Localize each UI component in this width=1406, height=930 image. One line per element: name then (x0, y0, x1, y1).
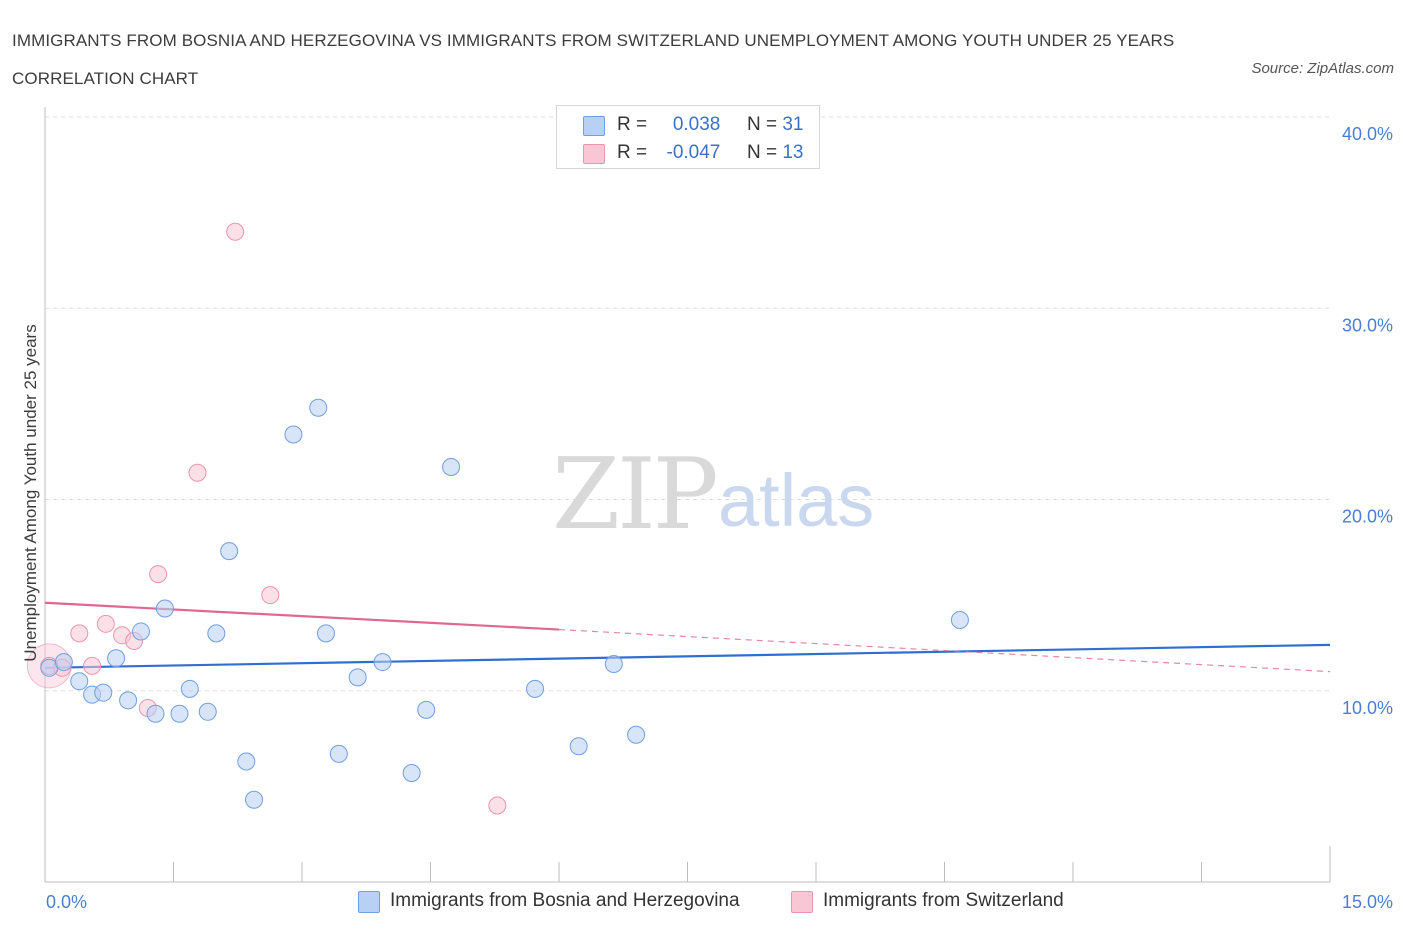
point-bosnia-8 (146, 704, 165, 723)
point-bosnia-4 (94, 683, 113, 702)
point-bosnia-26 (526, 679, 545, 698)
bottom-legend-label-bosnia: Immigrants from Bosnia and Herzegovina (390, 890, 740, 911)
point-bosnia-29 (627, 725, 646, 744)
y-axis-label: Unemployment Among Youth under 25 years (21, 324, 40, 661)
y-tick-label-30: 30.0% (1342, 315, 1393, 335)
point-switzerland-9 (188, 463, 207, 482)
point-switzerland-11 (261, 586, 280, 605)
legend-n-label-bosnia: N = (746, 114, 783, 135)
point-bosnia-30 (950, 610, 969, 629)
x-tick-label-15: 15.0% (1342, 892, 1393, 912)
watermark-atlas: atlas (718, 459, 874, 542)
point-bosnia-9 (155, 599, 174, 618)
legend-r-value-switzerland: -0.047 (666, 142, 721, 163)
point-switzerland-4 (96, 614, 115, 633)
point-layer (26, 222, 969, 815)
watermark-zip: ZIP (552, 438, 716, 552)
y-tick-label-40: 40.0% (1342, 124, 1393, 144)
point-bosnia-10 (170, 704, 189, 723)
x-tick-label-0: 0.0% (46, 892, 87, 912)
trend-layer (44, 601, 1331, 673)
point-bosnia-20 (329, 744, 348, 763)
point-bosnia-1 (54, 653, 73, 672)
legend-r-label-switzerland: R = (617, 142, 653, 163)
legend-swatch-switzerland (583, 144, 605, 164)
point-bosnia-18 (309, 398, 328, 417)
point-bosnia-22 (373, 653, 392, 672)
legend-swatch-bosnia (583, 116, 605, 136)
tick-layer: 10.0% 20.0% 30.0% 40.0% 0.0% 15.0% (46, 124, 1393, 912)
y-tick-label-20: 20.0% (1342, 507, 1393, 527)
point-bosnia-7 (131, 622, 150, 641)
point-bosnia-12 (198, 702, 217, 721)
axis-layer (44, 107, 1331, 883)
point-bosnia-24 (417, 700, 436, 719)
trend-line-switzerland (44, 601, 560, 631)
trend-line-bosnia (44, 643, 1331, 669)
point-bosnia-2 (70, 672, 89, 691)
source-credit: Source: ZipAtlas.com (1251, 60, 1394, 77)
point-bosnia-15 (237, 752, 256, 771)
point-bosnia-28 (604, 654, 623, 673)
trend-line-switzerland-projection (558, 628, 1331, 673)
point-bosnia-5 (107, 649, 126, 668)
point-bosnia-25 (442, 457, 461, 476)
point-switzerland-3 (83, 656, 102, 675)
legend-r-label-bosnia: R = (617, 114, 653, 135)
point-bosnia-13 (207, 624, 226, 643)
bottom-legend-label-switzerland: Immigrants from Switzerland (823, 890, 1064, 911)
point-bosnia-27 (569, 737, 588, 756)
bottom-legend-swatch-bosnia (358, 891, 380, 913)
legend-n-label-switzerland: N = (746, 142, 783, 163)
point-bosnia-17 (284, 425, 303, 444)
point-bosnia-16 (245, 790, 264, 809)
legend-n-value-bosnia: 31 (782, 114, 804, 135)
point-bosnia-6 (119, 691, 138, 710)
legend-n-value-switzerland: 13 (782, 142, 804, 163)
chart-title: IMMIGRANTS FROM BOSNIA AND HERZEGOVINA V… (12, 31, 1175, 88)
point-bosnia-23 (402, 763, 421, 782)
point-bosnia-14 (220, 542, 239, 561)
point-bosnia-19 (316, 624, 335, 643)
point-switzerland-8 (149, 565, 168, 584)
legend-r-value-bosnia: 0.038 (672, 114, 721, 135)
y-tick-label-10: 10.0% (1342, 698, 1393, 718)
grid-layer (45, 116, 1330, 692)
point-bosnia-11 (180, 679, 199, 698)
point-switzerland-12 (488, 796, 507, 815)
point-switzerland-10 (226, 222, 245, 241)
bottom-legend-swatch-switzerland (791, 891, 813, 913)
point-switzerland-2 (70, 624, 89, 643)
point-bosnia-21 (348, 668, 367, 687)
correlation-legend: R = 0.038 N = 31 R = -0.047 N = 13 (556, 105, 820, 169)
